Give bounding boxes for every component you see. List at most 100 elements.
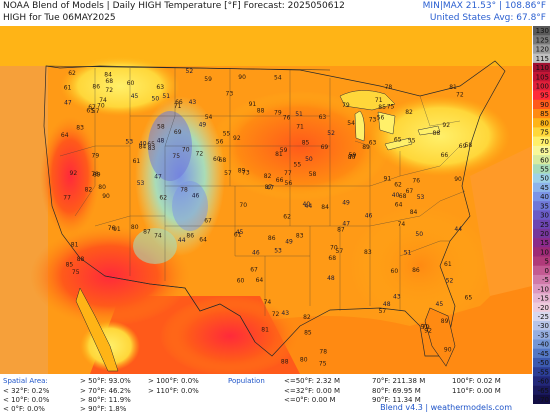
city-temp-label: 67 bbox=[88, 104, 96, 111]
city-temp-label: 91 bbox=[384, 176, 392, 183]
city-temp-label: 50 bbox=[152, 96, 160, 103]
colorbar-swatch bbox=[533, 44, 550, 54]
city-temp-label: 85 bbox=[378, 104, 386, 111]
sa-above-70: > 70°F: 46.2% bbox=[80, 387, 131, 395]
city-temp-label: 72 bbox=[456, 92, 464, 99]
colorbar-swatch bbox=[533, 118, 550, 128]
colorbar-tick-label: 70 bbox=[540, 138, 549, 146]
city-temp-label: 75 bbox=[72, 269, 80, 276]
colorbar-tick-label: 60 bbox=[540, 156, 549, 164]
colorbar-tick-label: 30 bbox=[540, 212, 549, 220]
city-temp-label: 54 bbox=[205, 114, 213, 121]
colorbar-swatch bbox=[533, 35, 550, 45]
colorbar-tick-label: -35 bbox=[538, 331, 549, 339]
city-temp-label: 50 bbox=[415, 231, 423, 238]
temperature-map: 57 61 67 64 74 83 84 86 68 70 62 53 47 60 65 72 75 78 80 81… bbox=[0, 26, 532, 374]
colorbar-swatch bbox=[533, 265, 550, 276]
city-temp-label: 80 bbox=[300, 357, 308, 364]
colorbar-tick-label: -70 bbox=[538, 396, 549, 404]
city-temp-label: 51 bbox=[404, 250, 412, 257]
population-label: Population bbox=[228, 377, 265, 385]
header: NOAA Blend of Models | Daily HIGH Temper… bbox=[0, 0, 550, 25]
city-temp-label: 73 bbox=[226, 90, 234, 97]
city-temp-label: 56 bbox=[216, 139, 224, 146]
colorbar-tick-label: 55 bbox=[540, 165, 549, 173]
city-temp-label: 88 bbox=[433, 130, 441, 137]
colorbar-swatch bbox=[533, 108, 550, 119]
minmax-readout: MIN|MAX 21.53° | 108.86°F bbox=[422, 1, 546, 11]
city-temp-label: 71 bbox=[296, 123, 304, 130]
colorbar-tick-label: 45 bbox=[540, 184, 549, 192]
city-temp-label: 76 bbox=[108, 225, 116, 232]
city-temp-label: 49 bbox=[285, 239, 293, 246]
colorbar-tick-label: 90 bbox=[540, 101, 549, 109]
pop-100: 100°F: 0.02 M bbox=[452, 377, 501, 385]
city-temp-label: 85 bbox=[304, 330, 312, 337]
colorbar-tick-label: -20 bbox=[538, 304, 549, 312]
california-heat bbox=[40, 116, 100, 236]
city-temp-label: 81 bbox=[449, 84, 457, 91]
city-temp-label: 89 bbox=[93, 172, 101, 179]
sa-above-110: > 110°F: 0.0% bbox=[148, 387, 199, 395]
city-temp-label: 52 bbox=[446, 278, 454, 285]
colorbar-tick-label: 95 bbox=[540, 92, 549, 100]
city-temp-label: 82 bbox=[85, 187, 93, 194]
city-temp-label: 80 bbox=[131, 224, 139, 231]
colorbar-tick-label: 15 bbox=[540, 239, 549, 247]
city-temp-label: 40 bbox=[303, 201, 311, 208]
city-temp-label: 69 bbox=[321, 144, 329, 151]
colorbar-swatch bbox=[533, 62, 550, 73]
city-temp-label: 57 bbox=[224, 170, 232, 177]
city-temp-label: 47 bbox=[342, 221, 350, 228]
colorbar-swatch bbox=[533, 385, 550, 396]
colorbar-tick-label: 10 bbox=[540, 248, 549, 256]
colorbar-tick-label: 85 bbox=[540, 110, 549, 118]
lake-ontario bbox=[417, 125, 441, 136]
city-temp-label: 50 bbox=[305, 156, 313, 163]
sa-above-80: > 80°F: 11.9% bbox=[80, 396, 131, 404]
colorbar-swatch bbox=[533, 247, 550, 257]
city-temp-label: 83 bbox=[76, 125, 84, 132]
colorbar-swatch bbox=[533, 99, 550, 110]
city-temp-label: 86 bbox=[186, 232, 194, 239]
city-temp-label: 55 bbox=[223, 131, 231, 138]
city-temp-label: 53 bbox=[417, 194, 425, 201]
sa-below-10: < 10°F: 0.0% bbox=[3, 396, 50, 404]
city-temp-label: 49 bbox=[199, 121, 207, 128]
city-temp-label: 44 bbox=[178, 237, 186, 244]
gulf-of-mexico bbox=[240, 256, 532, 374]
city-temp-label: 49 bbox=[342, 199, 350, 206]
city-temp-label: 79 bbox=[422, 324, 430, 331]
city-temp-label: 43 bbox=[189, 99, 197, 106]
city-temp-label: 75 bbox=[319, 361, 327, 368]
city-temp-label: 89 bbox=[362, 144, 370, 151]
colorbar-swatch bbox=[533, 191, 550, 202]
colorbar-swatch bbox=[533, 164, 550, 174]
city-temp-label: 65 bbox=[394, 136, 402, 143]
city-temp-label: 66 bbox=[175, 99, 183, 106]
lake-michigan bbox=[354, 110, 365, 142]
city-temp-label: 77 bbox=[284, 170, 292, 177]
city-temp-label: 69 bbox=[459, 143, 467, 150]
city-temp-label: 79 bbox=[342, 102, 350, 109]
colorbar-tick-label: 100 bbox=[536, 83, 549, 91]
city-temp-label: 46 bbox=[365, 213, 373, 220]
city-temp-label: 80 bbox=[348, 154, 356, 161]
colorbar-tick-label: 5 bbox=[545, 258, 549, 266]
lake-huron bbox=[377, 111, 396, 135]
colorbar-swatch bbox=[533, 348, 550, 359]
city-temp-label: 55 bbox=[294, 161, 302, 168]
lake-erie bbox=[384, 137, 413, 151]
baja-california bbox=[75, 287, 119, 372]
pop-below-50: <=50°F: 2.32 M bbox=[284, 377, 341, 385]
city-temp-label: 46 bbox=[252, 250, 260, 257]
colorbar-swatch bbox=[533, 26, 550, 36]
colorbar-tick-label: 35 bbox=[540, 202, 549, 210]
colorbar-swatch bbox=[533, 330, 550, 340]
city-temp-label: 64 bbox=[61, 132, 69, 139]
mexico-border bbox=[104, 275, 256, 343]
city-temp-label: 74 bbox=[99, 97, 107, 104]
city-temp-label: 62 bbox=[159, 195, 167, 202]
city-temp-label: 84 bbox=[410, 209, 418, 216]
city-temp-label: 58 bbox=[309, 171, 317, 178]
